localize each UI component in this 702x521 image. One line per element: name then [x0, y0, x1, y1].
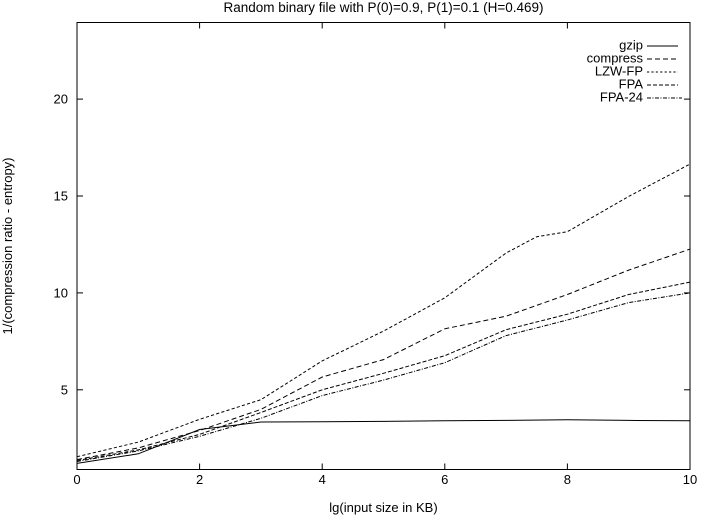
svg-text:FPA-24: FPA-24 — [600, 90, 643, 105]
svg-text:20: 20 — [54, 92, 68, 107]
svg-text:10: 10 — [54, 285, 68, 300]
svg-text:6: 6 — [441, 472, 448, 487]
svg-text:1/(compression ratio - entropy: 1/(compression ratio - entropy) — [0, 157, 15, 334]
svg-text:8: 8 — [564, 472, 571, 487]
svg-text:lg(input size in KB): lg(input size in KB) — [329, 500, 437, 515]
svg-text:4: 4 — [319, 472, 326, 487]
svg-text:10: 10 — [683, 472, 697, 487]
svg-text:Random binary file with P(0)=0: Random binary file with P(0)=0.9, P(1)=0… — [223, 0, 543, 15]
svg-text:15: 15 — [54, 189, 68, 204]
svg-text:5: 5 — [61, 382, 68, 397]
svg-text:0: 0 — [73, 472, 80, 487]
svg-text:2: 2 — [196, 472, 203, 487]
